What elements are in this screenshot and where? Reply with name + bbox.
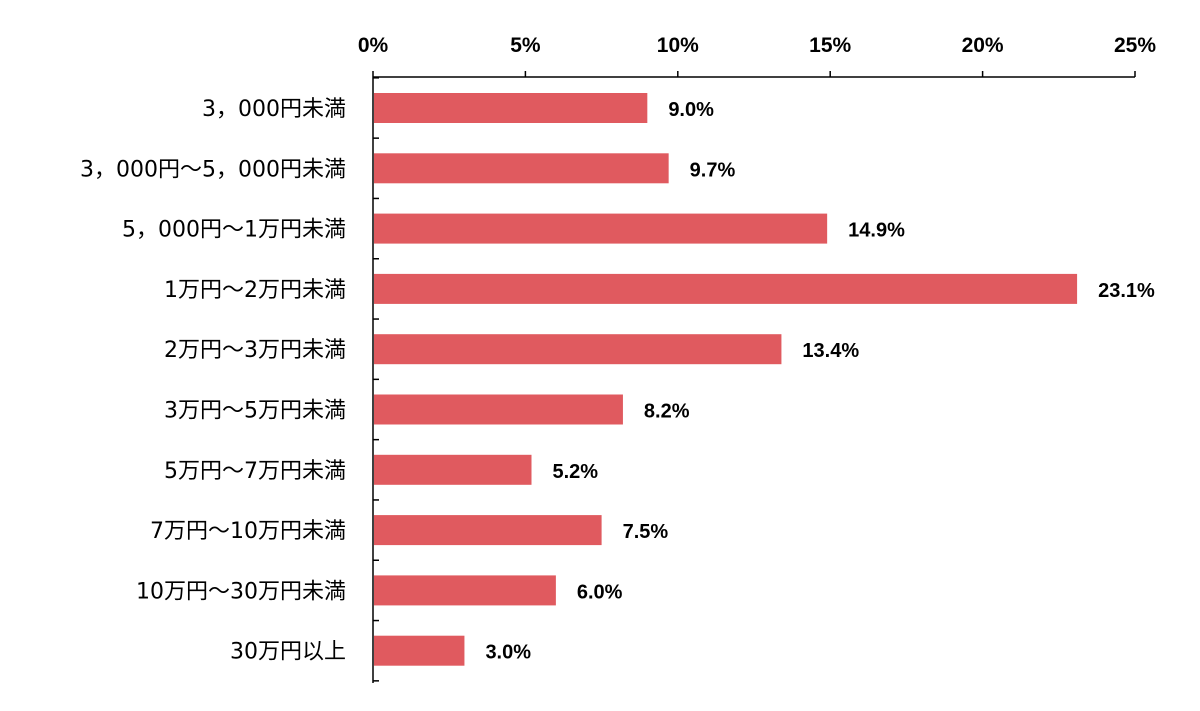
data-label: 23.1%: [1098, 280, 1155, 302]
bar: [374, 334, 782, 365]
x-tick-label: 25%: [1114, 34, 1156, 57]
category-label: 1万円～2万円未満: [164, 278, 346, 303]
category-label: 3，000円未満: [202, 97, 346, 122]
bar: [374, 93, 648, 123]
bar: [374, 515, 602, 546]
category-label: 30万円以上: [230, 640, 346, 665]
x-tick-label: 15%: [809, 34, 851, 57]
x-tick-label: 20%: [962, 34, 1004, 57]
labels: 3，000円未満 9.0% 3，000円～5，000円未満 9.7% 5，000円～1万…: [80, 97, 1155, 665]
data-label: 9.0%: [668, 99, 714, 121]
bar: [374, 575, 556, 606]
data-label: 13.4%: [802, 340, 859, 362]
bar: [374, 153, 669, 184]
category-label: 5，000円～1万円未満: [122, 218, 346, 243]
bar: [374, 635, 465, 666]
bar: [374, 213, 828, 244]
data-label: 9.7%: [690, 159, 736, 181]
x-tick-label: 0%: [358, 34, 389, 57]
data-label: 7.5%: [623, 521, 669, 543]
bar: [374, 454, 532, 485]
x-axis: 0% 5% 10% 15% 20% 25%: [358, 34, 1156, 78]
category-label: 3，000円～5，000円未満: [80, 157, 346, 182]
y-axis: [372, 77, 379, 683]
data-label: 5.2%: [552, 461, 598, 483]
data-label: 14.9%: [848, 220, 905, 242]
data-label: 8.2%: [644, 401, 690, 423]
bar: [374, 394, 623, 425]
bar: [374, 273, 1078, 304]
data-label: 3.0%: [485, 642, 531, 664]
category-label: 2万円～3万円未満: [164, 338, 346, 363]
category-label: 5万円～7万円未満: [164, 459, 346, 484]
data-label: 6.0%: [577, 581, 623, 603]
x-tick-label: 5%: [510, 34, 541, 57]
x-tick-label: 10%: [657, 34, 699, 57]
category-label: 10万円～30万円未満: [136, 579, 346, 604]
category-label: 7万円～10万円未満: [150, 519, 346, 544]
bars: [374, 93, 1078, 666]
category-label: 3万円～5万円未満: [164, 399, 346, 424]
